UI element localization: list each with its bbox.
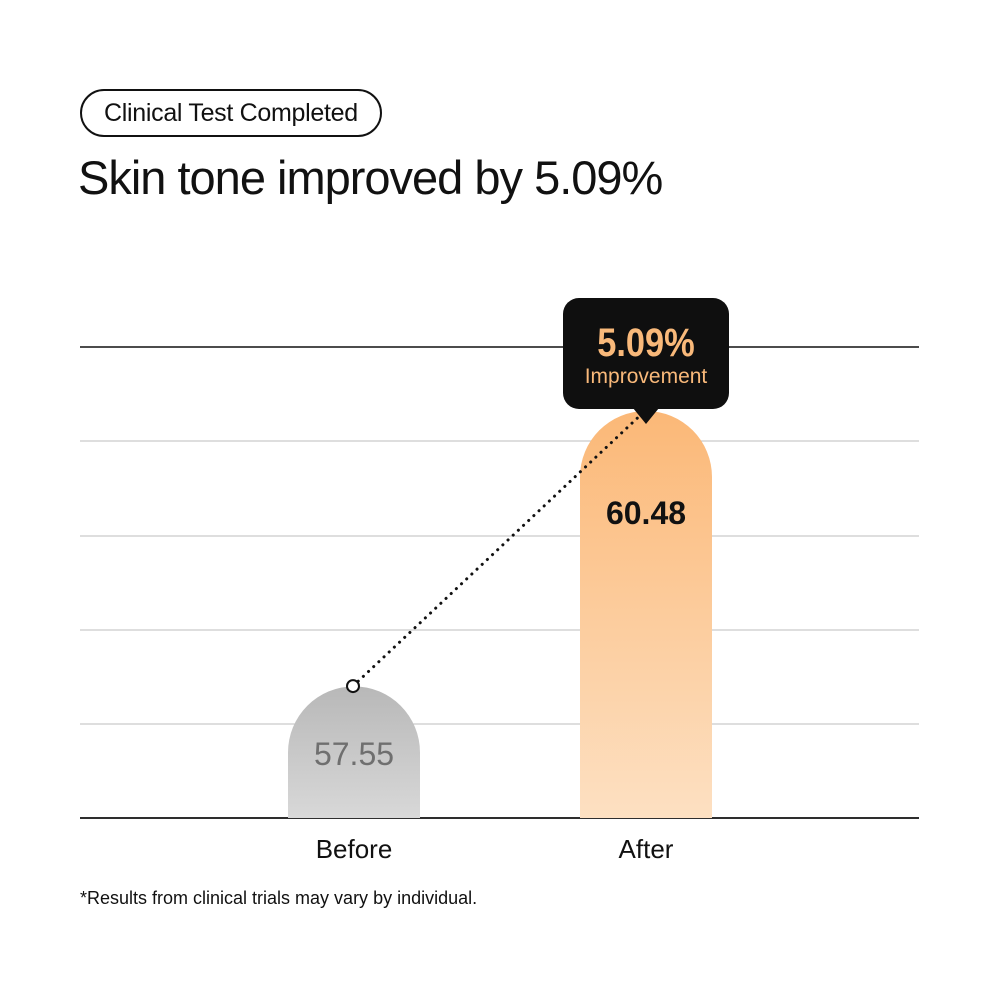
bar-after	[580, 410, 712, 818]
data-label-before: 57.55	[314, 736, 394, 772]
callout-pointer	[633, 408, 659, 424]
page-title: Skin tone improved by 5.09%	[78, 151, 663, 204]
bar-before	[288, 686, 420, 818]
x-tick-label-before: Before	[316, 834, 393, 864]
footnote: *Results from clinical trials may vary b…	[80, 888, 478, 908]
data-label-after: 60.48	[606, 495, 686, 531]
x-tick-label-after: After	[619, 834, 674, 864]
callout-label: Improvement	[585, 365, 708, 388]
connector-dot-before	[346, 679, 360, 694]
callout-box	[563, 298, 729, 409]
badge-label: Clinical Test Completed	[104, 98, 358, 127]
clinical-test-badge: Clinical Test Completed	[80, 89, 382, 137]
callout-value: 5.09%	[597, 320, 695, 365]
improvement-callout: 5.09%Improvement	[563, 298, 729, 424]
